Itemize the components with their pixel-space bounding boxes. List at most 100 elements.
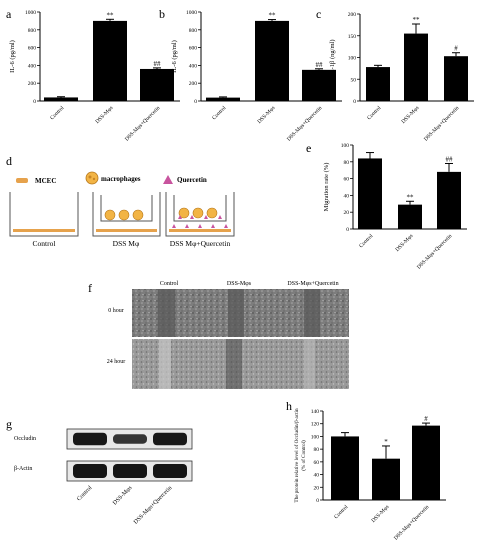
category-label-e-0: Control	[358, 233, 374, 249]
occludin-band-2	[153, 432, 187, 446]
lane-label-dss-quercetin-g: DSS-Mφs+Quercetin	[133, 485, 173, 525]
chart-a: 0 200 400 600 800 1000 IL-6 (pg/ml) Control ** DS…	[9, 10, 180, 143]
col-label-control: Control	[160, 281, 179, 287]
y-tick-label-b: 800	[189, 28, 198, 34]
significance-c-1: **	[413, 16, 421, 24]
row-label-24h: 24 hour	[107, 359, 126, 365]
panel-letter-a: a	[6, 7, 12, 21]
lane-label-control-g: Control	[76, 485, 93, 502]
significance-h-1: *	[384, 438, 388, 446]
bar-c-2	[444, 56, 468, 101]
category-label-h-2: DSS-Mφs+Quercetin	[393, 504, 431, 542]
panel-f-micrographs: f Control DSS-Mφs DSS-Mφs+Quercetin 0 ho…	[88, 281, 349, 389]
y-axis-label-a: IL-6 (pg/ml)	[9, 40, 16, 73]
col-label-dss: DSS-Mφs	[227, 281, 252, 287]
category-label-h-1: DSS-Mφs	[371, 504, 391, 524]
occludin-band-0	[73, 432, 107, 446]
svg-text:DSS-Mφs+Quercetin: DSS-Mφs+Quercetin	[133, 485, 173, 525]
legend-mcec: MCEC	[35, 177, 56, 185]
category-label-c-1: DSS-Mφs	[401, 105, 421, 125]
y-tick-label-b: 200	[189, 81, 198, 87]
row-label-0h: 0 hour	[108, 308, 124, 314]
bar-h-1	[372, 458, 400, 500]
actin-band-dss	[113, 464, 147, 478]
y-tick-label-b: 0	[194, 99, 197, 105]
panel-letter-b: b	[159, 7, 165, 21]
quercetin-legend-icon	[163, 175, 173, 184]
category-label-h-0: Control	[333, 504, 349, 520]
y-tick-label-h: 40	[314, 473, 320, 479]
svg-text:DSS-Mφs: DSS-Mφs	[112, 485, 134, 507]
y-tick-label-h: 80	[314, 447, 320, 453]
significance-e-2: ##	[446, 155, 454, 163]
bar-a-1	[93, 20, 127, 101]
well-label-dss: DSS Mφ	[113, 239, 140, 248]
y-tick-label-a: 1000	[25, 10, 36, 16]
significance-b-2: ##	[316, 61, 324, 69]
y-tick-label-c: 50	[351, 77, 357, 83]
bar-a-2	[140, 68, 174, 101]
macrophage-legend-icon	[85, 171, 99, 185]
category-label-b-0: Control	[211, 105, 227, 121]
category-label-e-1: DSS-Mφs	[395, 233, 415, 253]
y-tick-label-a: 800	[28, 28, 37, 34]
panel-letter-d: d	[6, 154, 12, 168]
category-label-a-1: DSS-Mφs	[95, 105, 115, 125]
category-label-b-1: DSS-Mφs	[257, 105, 277, 125]
lane-label-dss-g: DSS-Mφs	[112, 485, 134, 507]
y-tick-label-e: 0	[346, 227, 349, 233]
category-label-a-2: DSS-Mφs+Quercetin	[124, 105, 162, 143]
y-tick-label-c: 150	[348, 34, 357, 40]
y-tick-label-h: 120	[311, 422, 320, 428]
y-tick-label-h: 60	[314, 460, 320, 466]
well-label-dss-quercetin: DSS Mφ+Quercetin	[170, 239, 231, 248]
actin-band-dss-quercetin	[153, 464, 187, 478]
well-label-control: Control	[33, 239, 56, 248]
y-tick-label-c: 200	[348, 12, 357, 18]
well-dss-quercetin	[165, 192, 235, 237]
significance-a-2: ##	[154, 60, 162, 68]
y-axis-label-b: IL-6 (pg/ml)	[171, 40, 178, 73]
well-dss	[92, 192, 161, 237]
category-label-c-0: Control	[366, 105, 382, 121]
y-tick-label-a: 0	[33, 99, 36, 105]
category-label-a-0: Control	[49, 105, 65, 121]
y-tick-label-e: 80	[344, 160, 350, 166]
significance-c-2: #	[454, 45, 458, 53]
bar-e-2	[437, 171, 461, 229]
y-tick-label-e: 100	[341, 143, 350, 149]
category-label-c-2: DSS-Mφs+Quercetin	[423, 105, 461, 143]
y-tick-label-h: 0	[316, 498, 319, 504]
bar-b-2	[302, 69, 336, 101]
band-label-actin: β-Actin	[14, 466, 32, 472]
chart-c: 0 50 100 150 200 IL-1β (ng/ml) Control ** DSS-Mφ…	[329, 12, 474, 143]
band-label-occludin: Occludin	[14, 436, 36, 442]
significance-b-1: **	[269, 12, 277, 20]
legend-quercetin: Quercetin	[177, 176, 207, 184]
chart-h: 0 20 40 60 80 100 120 140 The protein relative l…	[293, 408, 446, 542]
y-tick-label-e: 60	[344, 177, 350, 183]
y-tick-label-h: 140	[311, 409, 320, 415]
bar-a-0	[44, 97, 78, 101]
occludin-band-1	[113, 434, 147, 444]
bar-b-0	[206, 97, 240, 101]
y-axis-label-c: IL-1β (ng/ml)	[329, 40, 336, 76]
panel-d-schematic: d MCEC macrophages Quercetin	[6, 154, 235, 248]
y-tick-label-a: 600	[28, 46, 37, 52]
well-control	[9, 192, 79, 237]
panel-letter-c: c	[316, 7, 321, 21]
category-label-e-2: DSS-Mφs+Quercetin	[416, 233, 454, 271]
bar-c-0	[366, 67, 390, 101]
bar-c-1	[404, 33, 428, 102]
panel-letter-g: g	[6, 417, 12, 431]
bar-h-0	[331, 436, 359, 500]
significance-a-1: **	[107, 11, 115, 19]
svg-text:Control: Control	[76, 485, 93, 502]
actin-band-control	[73, 464, 107, 478]
y-axis-label-h: The protein relative level of Occludin/β…	[293, 408, 307, 503]
significance-h-2: #	[424, 415, 428, 423]
y-axis-label-e: Migration rate (%)	[323, 163, 330, 212]
bar-e-0	[358, 158, 382, 229]
bar-b-1	[255, 20, 289, 101]
